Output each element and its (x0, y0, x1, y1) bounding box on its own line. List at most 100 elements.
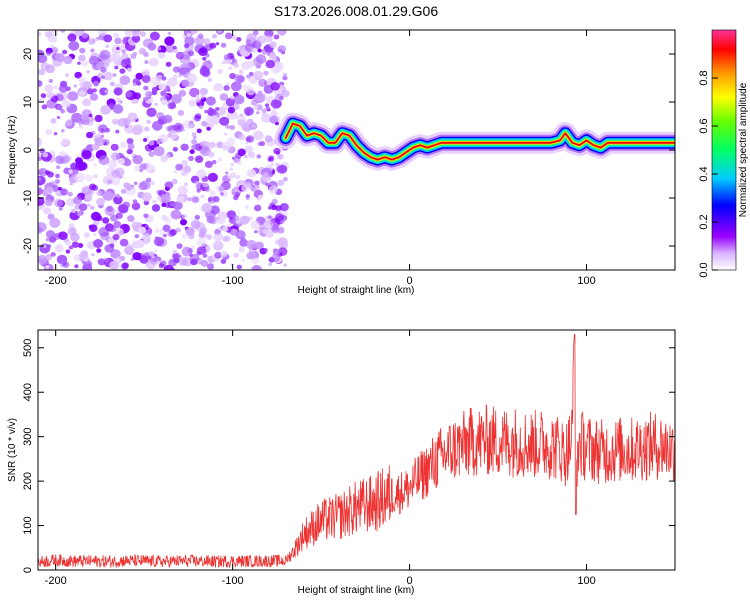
noise-blob (78, 76, 86, 84)
noise-blob (63, 155, 72, 163)
noise-blob (118, 230, 124, 235)
noise-blob (175, 163, 184, 171)
noise-blob (246, 239, 257, 250)
noise-blob (206, 263, 215, 270)
noise-blob (101, 75, 105, 80)
noise-blob (200, 194, 205, 199)
noise-blob (164, 36, 175, 46)
noise-blob (173, 122, 184, 133)
noise-blob (60, 30, 66, 33)
noise-blob (40, 62, 50, 71)
noise-blob (50, 252, 56, 257)
noise-blob (204, 186, 211, 192)
noise-blob (209, 42, 217, 49)
noise-blob (62, 261, 70, 268)
noise-blob (212, 33, 217, 39)
noise-blob (49, 217, 61, 228)
noise-blob (38, 227, 43, 234)
noise-blob (265, 59, 275, 69)
noise-blob (148, 151, 155, 157)
snr-ylabel: SNR (10 * v/v) (7, 418, 18, 482)
noise-blob (78, 54, 86, 62)
noise-blob (268, 257, 275, 263)
noise-blob (196, 169, 207, 179)
noise-blob (275, 151, 280, 155)
noise-blob (263, 70, 269, 76)
noise-blob (93, 174, 98, 179)
noise-blob (248, 71, 254, 77)
noise-blob (254, 230, 258, 234)
noise-blob (237, 161, 242, 165)
noise-blob (223, 132, 228, 136)
noise-blob (142, 96, 148, 102)
noise-blob (157, 46, 162, 51)
noise-blob (279, 203, 289, 212)
noise-blob (265, 106, 270, 110)
noise-blob (132, 30, 140, 35)
noise-blob (88, 55, 99, 66)
noise-blob (229, 172, 237, 179)
noise-blob (58, 187, 62, 191)
noise-blob (268, 215, 272, 220)
noise-blob (148, 93, 152, 97)
noise-blob (220, 42, 227, 48)
noise-blob (114, 65, 119, 70)
noise-blob (78, 124, 84, 129)
noise-blob (132, 155, 143, 165)
y-tick-label: 200 (22, 472, 34, 490)
noise-blob (79, 47, 86, 54)
noise-blob (165, 82, 171, 87)
noise-blob (282, 210, 289, 216)
noise-blob (143, 213, 149, 219)
noise-blob (50, 118, 57, 124)
noise-blob (111, 176, 121, 186)
noise-blob (227, 106, 235, 114)
noise-blob (213, 83, 223, 92)
noise-blob (189, 253, 193, 257)
noise-blob (233, 252, 239, 258)
x-tick-label: -200 (45, 575, 67, 587)
noise-blob (189, 149, 195, 155)
noise-blob (217, 68, 224, 74)
noise-blob (68, 169, 73, 174)
noise-blob (180, 219, 187, 226)
noise-blob (113, 87, 123, 96)
noise-blob (90, 117, 95, 122)
noise-blob (117, 194, 121, 198)
noise-blob (279, 96, 284, 100)
noise-blob (244, 145, 254, 154)
noise-blob (246, 87, 256, 96)
noise-blob (73, 196, 82, 205)
noise-blob (114, 37, 122, 45)
colorbar-tick-label: 0.8 (698, 70, 710, 85)
noise-blob (48, 236, 57, 243)
noise-blob (205, 96, 216, 106)
noise-blob (176, 195, 185, 203)
noise-blob (183, 30, 194, 36)
noise-blob (42, 244, 47, 248)
noise-blob (207, 172, 218, 182)
noise-blob (223, 85, 230, 91)
noise-blob (195, 97, 201, 103)
noise-blob (283, 263, 288, 267)
noise-blob (225, 97, 236, 107)
noise-blob (278, 247, 288, 256)
noise-blob (170, 231, 176, 236)
noise-blob (42, 152, 49, 158)
noise-blob (251, 47, 258, 54)
noise-blob (158, 83, 167, 91)
noise-blob (278, 48, 283, 53)
noise-blob (277, 179, 285, 186)
noise-blob (255, 241, 264, 249)
noise-blob (277, 164, 288, 174)
noise-blob (124, 124, 129, 129)
noise-blob (215, 42, 220, 46)
noise-blob (98, 155, 110, 166)
y-tick-label: 100 (22, 516, 34, 534)
noise-blob (215, 107, 220, 111)
noise-blob (60, 129, 65, 133)
noise-blob (74, 264, 79, 269)
x-tick-label: 100 (577, 575, 595, 587)
noise-blob (55, 179, 60, 184)
